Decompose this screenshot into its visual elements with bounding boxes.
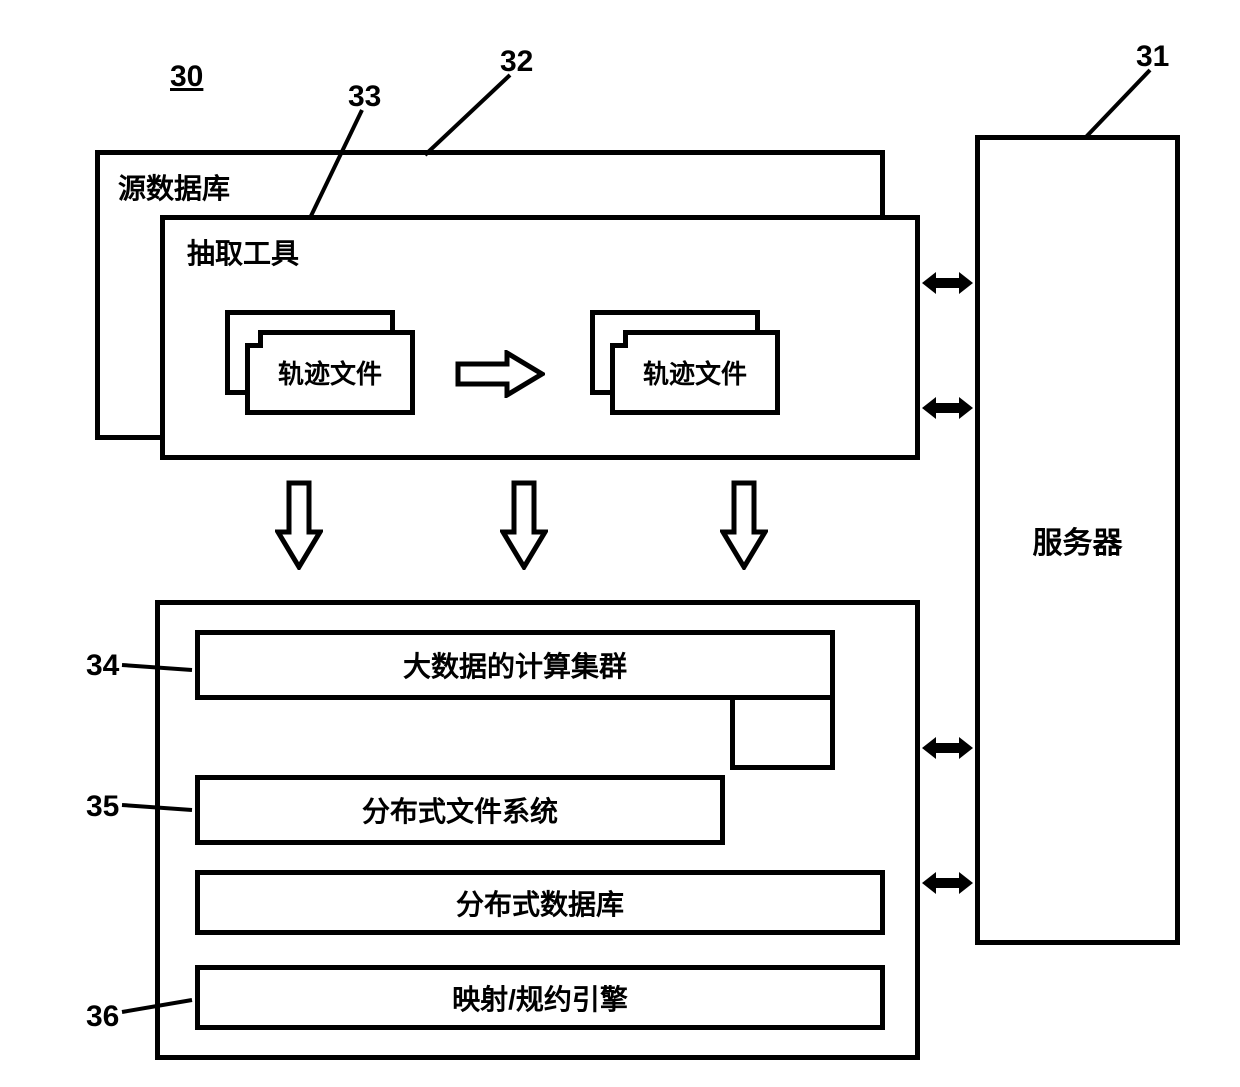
extract-tool-label: 抽取工具 [187, 232, 937, 272]
down-arrow-2-icon [500, 480, 548, 575]
label-30: 30 [170, 60, 203, 94]
dfs-bar: 分布式文件系统 [195, 775, 725, 845]
server-box: 服务器 [975, 135, 1180, 945]
file-stack-left: 轨迹文件 [225, 310, 415, 420]
double-arrow-4-icon [920, 870, 975, 901]
down-arrow-3-icon [720, 480, 768, 575]
ddb-bar: 分布式数据库 [195, 870, 885, 935]
label-35: 35 [86, 790, 119, 824]
label-36: 36 [86, 1000, 119, 1034]
compute-notch-box [730, 695, 835, 770]
server-label: 服务器 [1033, 518, 1123, 562]
engine-label: 映射/规约引擎 [452, 978, 628, 1018]
label-33: 33 [348, 80, 381, 114]
dfs-label: 分布式文件系统 [362, 790, 558, 830]
file-left-label: 轨迹文件 [278, 354, 382, 391]
arrow-between-files-icon [455, 350, 545, 398]
label-31: 31 [1136, 40, 1169, 74]
ddb-label: 分布式数据库 [456, 883, 624, 923]
engine-bar: 映射/规约引擎 [195, 965, 885, 1030]
source-db-label: 源数据库 [118, 167, 898, 207]
compute-cluster-label: 大数据的计算集群 [403, 645, 627, 685]
label-32: 32 [500, 45, 533, 79]
label-34: 34 [86, 649, 119, 683]
compute-cluster-bar: 大数据的计算集群 [195, 630, 835, 700]
double-arrow-3-icon [920, 735, 975, 766]
diagram-canvas: 30 31 32 33 34 35 36 源数据库 抽取工具 轨迹文件 轨迹文件… [0, 0, 1240, 1087]
double-arrow-2-icon [920, 395, 975, 426]
double-arrow-1-icon [920, 270, 975, 301]
down-arrow-1-icon [275, 480, 323, 575]
file-right-label: 轨迹文件 [643, 354, 747, 391]
file-stack-right: 轨迹文件 [590, 310, 780, 420]
